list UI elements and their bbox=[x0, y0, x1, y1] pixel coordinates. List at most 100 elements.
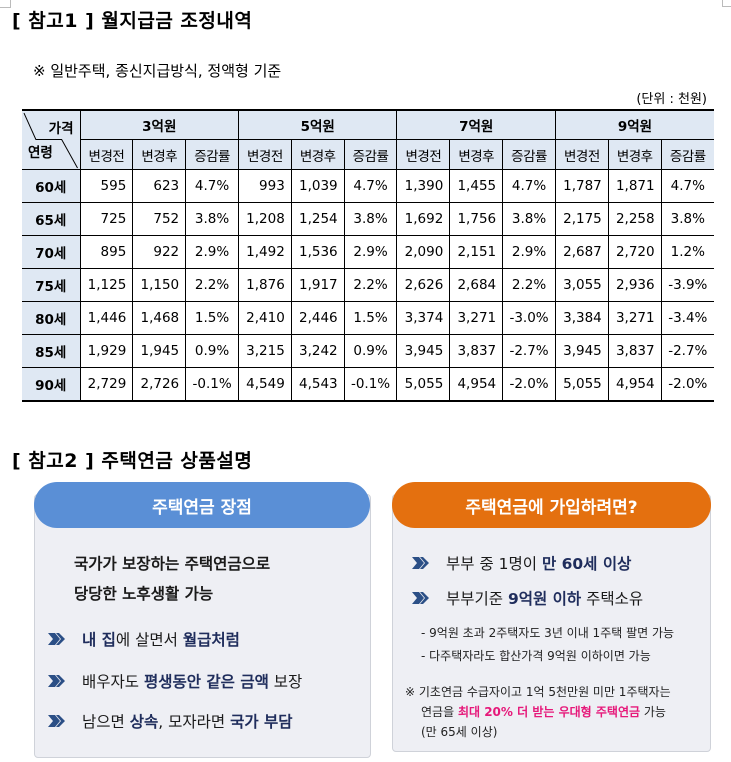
corner-price-label: 가격 bbox=[48, 121, 74, 137]
sub-header-before: 변경전 bbox=[396, 139, 451, 170]
after-value-cell: 1,468 bbox=[132, 301, 187, 335]
bullet-emphasis: 내 집 bbox=[82, 631, 116, 649]
monthly-payment-table: 가격 연령 3억원 5억원 7억원 9억원 변경전 변경후 증감률 변경전 변경… bbox=[22, 109, 714, 402]
table-row: 80세 1,446 1,468 1.5% 2,410 2,446 1.5% 3,374 3,27… bbox=[22, 301, 714, 335]
change-rate-cell: 3.8% bbox=[185, 202, 239, 236]
note-highlight: 최대 20% 더 받는 우대형 주택연금 bbox=[457, 705, 641, 719]
sub-header-after: 변경후 bbox=[607, 139, 662, 170]
after-value-cell: 2,446 bbox=[290, 301, 345, 335]
note-text: 연금을 bbox=[421, 705, 458, 719]
before-value-cell: 1,390 bbox=[396, 169, 451, 203]
before-value-cell: 993 bbox=[237, 169, 292, 203]
before-value-cell: 2,090 bbox=[396, 235, 451, 269]
change-rate-cell: -0.1% bbox=[343, 367, 398, 402]
bullet-text: 내 집에 살면서 월급처럼 bbox=[82, 628, 240, 650]
advantages-card-header: 주택연금 장점 bbox=[34, 482, 370, 528]
after-value-cell: 2,726 bbox=[132, 367, 187, 402]
after-value-cell: 2,684 bbox=[449, 268, 504, 302]
age-cell: 80세 bbox=[22, 301, 81, 335]
after-value-cell: 3,242 bbox=[290, 334, 345, 368]
section1-title: [ 참고1 ] 월지급금 조정내역 bbox=[12, 10, 253, 32]
after-value-cell: 922 bbox=[132, 235, 187, 269]
price-group-header: 9억원 bbox=[554, 109, 714, 140]
price-group-header: 5억원 bbox=[237, 109, 398, 140]
double-chevron-right-icon bbox=[48, 715, 65, 727]
before-value-cell: 1,492 bbox=[237, 235, 292, 269]
age-cell: 90세 bbox=[22, 367, 81, 402]
note-text: 가능 bbox=[640, 705, 666, 719]
after-value-cell: 752 bbox=[132, 202, 187, 236]
before-value-cell: 2,175 bbox=[554, 202, 609, 236]
sub-header-change: 증감률 bbox=[185, 139, 239, 170]
change-rate-cell: 2.9% bbox=[502, 235, 556, 269]
note-line1: ※ 기초연금 수급자이고 1억 5천만원 미만 1주택자는 bbox=[405, 685, 671, 699]
after-value-cell: 3,271 bbox=[449, 301, 504, 335]
change-rate-cell: -2.0% bbox=[660, 367, 714, 402]
bullet-text-part: 부부 중 1명이 bbox=[446, 555, 542, 573]
sub-header-before: 변경전 bbox=[237, 139, 292, 170]
change-rate-cell: -2.7% bbox=[502, 334, 556, 368]
table-row: 70세 895 922 2.9% 1,492 1,536 2.9% 2,090 2,151 2.9… bbox=[22, 235, 714, 269]
table-row: 85세 1,929 1,945 0.9% 3,215 3,242 0.9% 3,945 3,83… bbox=[22, 334, 714, 368]
before-value-cell: 1,125 bbox=[79, 268, 134, 302]
double-chevron-right-icon bbox=[48, 633, 65, 645]
sub-header-after: 변경후 bbox=[132, 139, 187, 170]
advantage-bullet: 남으면 상속, 모자라면 국가 부담 bbox=[48, 710, 293, 732]
after-value-cell: 4,954 bbox=[449, 367, 504, 402]
before-value-cell: 895 bbox=[79, 235, 134, 269]
after-value-cell: 1,536 bbox=[290, 235, 345, 269]
after-value-cell: 4,543 bbox=[290, 367, 345, 402]
bullet-text: 부부기준 9억원 이하 주택소유 bbox=[446, 587, 643, 609]
before-value-cell: 1,208 bbox=[237, 202, 292, 236]
before-value-cell: 3,055 bbox=[554, 268, 609, 302]
bullet-emphasis: 만 60세 이상 bbox=[541, 555, 632, 573]
change-rate-cell: 3.8% bbox=[502, 202, 556, 236]
before-value-cell: 1,787 bbox=[554, 169, 609, 203]
before-value-cell: 2,410 bbox=[237, 301, 292, 335]
after-value-cell: 3,837 bbox=[607, 334, 662, 368]
change-rate-cell: 3.8% bbox=[343, 202, 398, 236]
double-chevron-right-icon bbox=[412, 557, 429, 569]
change-rate-cell: 1.2% bbox=[660, 235, 714, 269]
before-value-cell: 2,729 bbox=[79, 367, 134, 402]
age-cell: 65세 bbox=[22, 202, 81, 236]
sub-header-change: 증감률 bbox=[502, 139, 556, 170]
price-header-row: 가격 연령 3억원 5억원 7억원 9억원 bbox=[22, 109, 714, 170]
after-value-cell: 1,756 bbox=[449, 202, 504, 236]
change-rate-cell: 4.7% bbox=[185, 169, 239, 203]
table-row: 90세 2,729 2,726 -0.1% 4,549 4,543 -0.1% 5,055 4,… bbox=[22, 367, 714, 402]
age-cell: 70세 bbox=[22, 235, 81, 269]
double-chevron-right-icon bbox=[412, 592, 429, 604]
change-rate-cell: 0.9% bbox=[343, 334, 398, 368]
bullet-text-part: 배우자도 bbox=[82, 673, 144, 691]
after-value-cell: 1,917 bbox=[290, 268, 345, 302]
before-value-cell: 5,055 bbox=[554, 367, 609, 402]
bullet-text: 부부 중 1명이 만 60세 이상 bbox=[446, 552, 631, 574]
corner-age-label: 연령 bbox=[28, 145, 53, 161]
join-condition-bullet: 부부기준 9억원 이하 주택소유 bbox=[412, 587, 643, 609]
after-value-cell: 1,945 bbox=[132, 334, 187, 368]
before-value-cell: 3,945 bbox=[396, 334, 451, 368]
before-value-cell: 2,626 bbox=[396, 268, 451, 302]
change-rate-cell: 4.7% bbox=[660, 169, 714, 203]
join-conditions-card-header: 주택연금에 가입하려면? bbox=[392, 482, 711, 528]
advantage-bullet: 내 집에 살면서 월급처럼 bbox=[48, 628, 240, 650]
sub-header-before: 변경전 bbox=[554, 139, 609, 170]
after-value-cell: 1,150 bbox=[132, 268, 187, 302]
bullet-text: 남으면 상속, 모자라면 국가 부담 bbox=[82, 710, 293, 732]
sub-header-after: 변경후 bbox=[449, 139, 504, 170]
change-rate-cell: -2.0% bbox=[502, 367, 556, 402]
change-rate-cell: 2.2% bbox=[343, 268, 398, 302]
bullet-text-part: 주택소유 bbox=[581, 590, 644, 608]
table-condition-note: ※ 일반주택, 종신지급방식, 정액형 기준 bbox=[33, 62, 282, 80]
change-rate-cell: 2.2% bbox=[502, 268, 556, 302]
before-value-cell: 725 bbox=[79, 202, 134, 236]
advantage-bullet: 배우자도 평생동안 같은 금액 보장 bbox=[48, 670, 302, 692]
change-rate-cell: -3.4% bbox=[660, 301, 714, 335]
age-cell: 85세 bbox=[22, 334, 81, 368]
join-sub-item: - 다주택자라도 합산가격 9억원 이하이면 가능 bbox=[421, 649, 651, 663]
table-row: 60세 595 623 4.7% 993 1,039 4.7% 1,390 1,455 4.7% 1… bbox=[22, 169, 714, 203]
change-rate-cell: -0.1% bbox=[185, 367, 239, 402]
table-row: 65세 725 752 3.8% 1,208 1,254 3.8% 1,692 1,756 3.8… bbox=[22, 202, 714, 236]
diagonal-divider bbox=[23, 112, 78, 169]
